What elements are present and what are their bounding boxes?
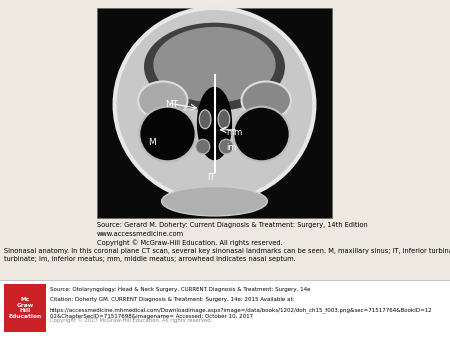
Ellipse shape [242,81,291,119]
Ellipse shape [219,139,233,154]
Text: Source: Otolaryngology: Head & Neck Surgery, CURRENT Diagnosis & Treatment: Surg: Source: Otolaryngology: Head & Neck Surg… [50,287,310,292]
Text: Mc
Graw
Hill
Education: Mc Graw Hill Education [9,297,41,319]
Ellipse shape [144,23,285,111]
Text: Citation: Doherty GM. CURRENT Diagnosis & Treatment: Surgery, 14e; 2015 Availabl: Citation: Doherty GM. CURRENT Diagnosis … [50,297,294,302]
Ellipse shape [138,81,188,119]
Text: https://accessmedicine.mhmedical.com/Downloadimage.aspx?image=/data/books/1202/d: https://accessmedicine.mhmedical.com/Dow… [50,307,433,319]
Text: MT: MT [165,100,178,109]
Ellipse shape [197,87,232,160]
Text: Sinonasal anatomy. In this coronal plane CT scan, several key sinonasal landmark: Sinonasal anatomy. In this coronal plane… [4,248,450,262]
Text: im: im [226,143,237,152]
Ellipse shape [115,8,315,201]
Text: M: M [148,138,156,147]
Ellipse shape [162,187,267,216]
Text: Source: Gerard M. Doherty: Current Diagnosis & Treatment: Surgery, 14th Edition: Source: Gerard M. Doherty: Current Diagn… [97,222,368,228]
Text: mm: mm [226,128,242,137]
Text: Copyright © 2017 McGraw-Hill Education. All rights reserved.: Copyright © 2017 McGraw-Hill Education. … [50,317,212,323]
Ellipse shape [218,110,230,129]
Text: IT: IT [207,173,215,182]
Text: Copyright © McGraw-Hill Education. All rights reserved.: Copyright © McGraw-Hill Education. All r… [97,239,283,246]
Text: www.accessmedicine.com: www.accessmedicine.com [97,231,184,237]
Bar [4,284,46,332]
Ellipse shape [199,110,211,129]
Ellipse shape [153,27,275,102]
Ellipse shape [140,107,196,161]
Bar [97,8,332,218]
Bar [0,280,450,338]
Ellipse shape [196,139,210,154]
Ellipse shape [233,107,290,161]
